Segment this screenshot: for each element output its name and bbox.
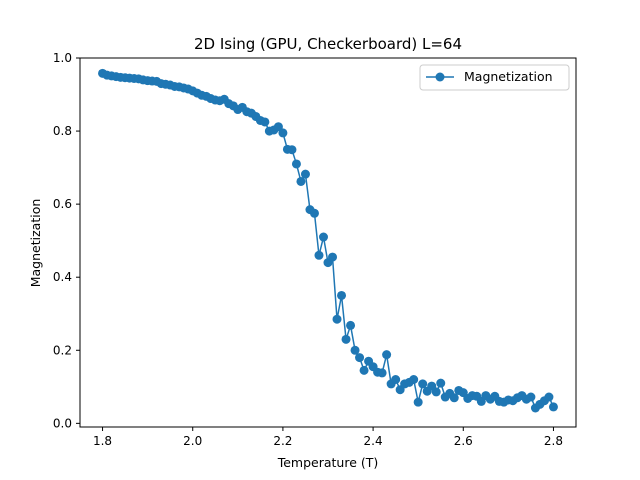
- legend-marker-swatch: [435, 72, 445, 82]
- data-point: [382, 350, 392, 360]
- y-tick-label: 0.6: [53, 197, 72, 211]
- x-axis-label: Temperature (T): [277, 455, 379, 470]
- data-point: [449, 393, 459, 403]
- data-point: [350, 345, 360, 355]
- y-tick-label: 0.8: [53, 124, 72, 138]
- data-point: [309, 208, 319, 218]
- y-tick-label: 0.2: [53, 343, 72, 357]
- data-point: [377, 368, 387, 378]
- x-tick-label: 2.4: [364, 434, 383, 448]
- y-tick-label: 1.0: [53, 51, 72, 65]
- x-tick-label: 2.2: [273, 434, 292, 448]
- data-point: [318, 232, 328, 242]
- data-point: [337, 290, 347, 300]
- plot-frame: [79, 57, 577, 428]
- x-tick-label: 2.8: [544, 434, 563, 448]
- x-axis-ticks: 1.8 2.0 2.2 2.4 2.6 2.8: [93, 427, 563, 448]
- data-point: [332, 314, 342, 324]
- y-tick-label: 0.0: [53, 416, 72, 430]
- data-point: [341, 334, 351, 344]
- data-point: [359, 365, 369, 375]
- legend-label: Magnetization: [464, 69, 553, 84]
- data-point: [548, 402, 558, 412]
- legend: Magnetization: [419, 64, 570, 91]
- data-point: [355, 353, 365, 363]
- data-point: [300, 169, 310, 179]
- x-tick-label: 1.8: [93, 434, 112, 448]
- data-point: [544, 392, 554, 402]
- data-point: [418, 379, 428, 389]
- data-point: [436, 378, 446, 388]
- data-point: [346, 320, 356, 330]
- chart-title: 2D Ising (GPU, Checkerboard) L=64: [194, 35, 462, 53]
- data-point: [409, 375, 419, 384]
- y-tick-label: 0.4: [53, 270, 72, 284]
- y-axis-ticks: 0.0 0.2 0.4 0.6 0.8 1.0: [53, 51, 80, 430]
- data-point: [391, 375, 401, 384]
- data-point: [287, 145, 297, 155]
- plot-layer: [98, 68, 558, 413]
- data-point: [431, 387, 441, 397]
- y-axis-label: Magnetization: [28, 199, 43, 288]
- data-point: [328, 252, 338, 262]
- data-point: [296, 176, 306, 186]
- legend-box: [419, 64, 570, 91]
- data-point: [314, 250, 324, 260]
- data-point: [278, 128, 288, 138]
- x-tick-label: 2.0: [183, 434, 202, 448]
- x-tick-label: 2.6: [454, 434, 473, 448]
- data-point: [413, 397, 423, 407]
- data-point: [526, 392, 536, 402]
- data-point: [291, 159, 301, 169]
- data-point: [273, 122, 283, 132]
- data-point: [260, 117, 270, 127]
